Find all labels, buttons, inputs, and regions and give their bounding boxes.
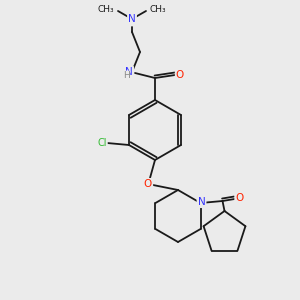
Text: CH₃: CH₃ <box>98 4 114 14</box>
Text: N: N <box>128 14 136 24</box>
Text: H: H <box>123 71 129 80</box>
Text: O: O <box>144 179 152 189</box>
Text: N: N <box>125 67 133 77</box>
Text: CH₃: CH₃ <box>150 4 166 14</box>
Text: O: O <box>176 70 184 80</box>
Text: O: O <box>236 193 244 203</box>
Text: Cl: Cl <box>97 138 107 148</box>
Text: N: N <box>198 197 206 207</box>
